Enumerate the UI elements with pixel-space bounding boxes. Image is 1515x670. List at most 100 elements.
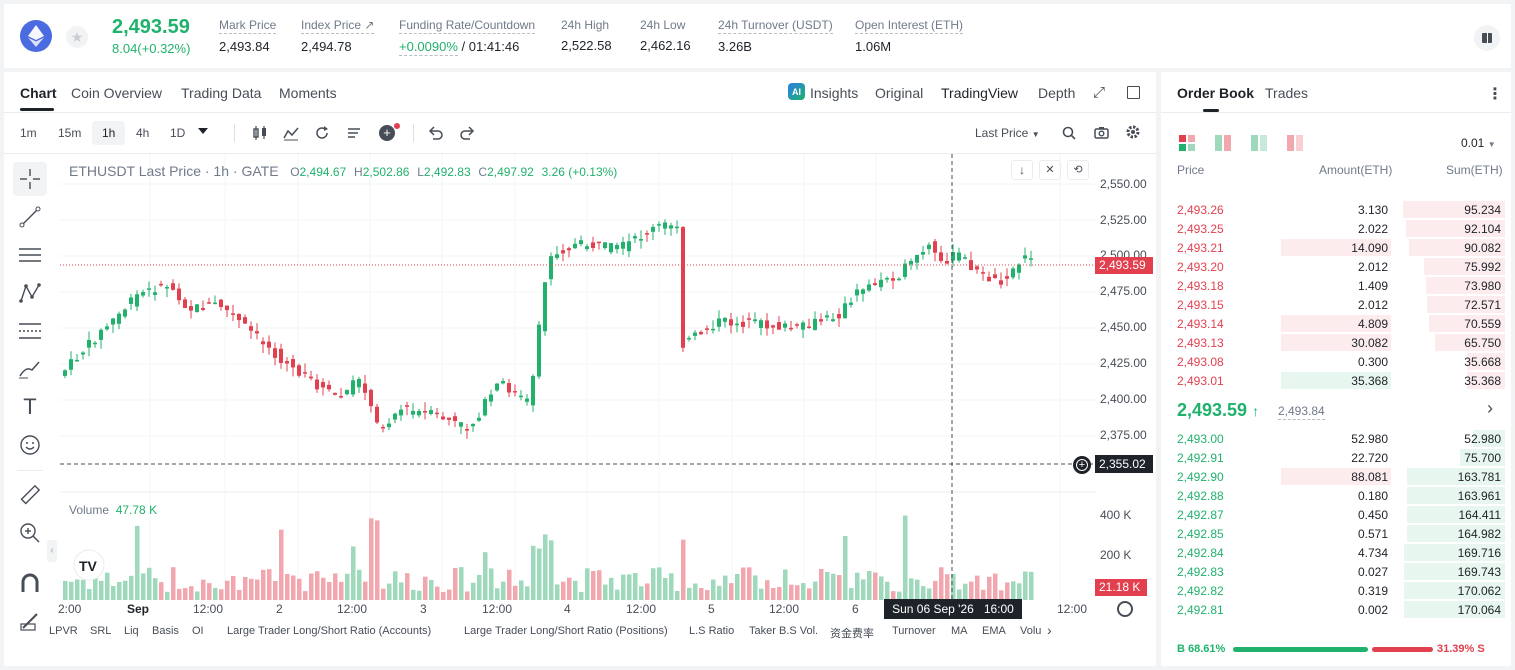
candle-type-icon[interactable] bbox=[252, 125, 268, 141]
bid-row[interactable]: 2,492.87 0.450 164.411 bbox=[1161, 505, 1511, 524]
bid-row[interactable]: 2,492.91 22.720 75.700 bbox=[1161, 448, 1511, 467]
indicator-tab[interactable]: LPVR bbox=[49, 625, 78, 637]
view-tradingview[interactable]: TradingView bbox=[941, 85, 1019, 101]
templates-icon[interactable] bbox=[346, 125, 362, 141]
ask-row[interactable]: 2,493.20 2.012 75.992 bbox=[1161, 257, 1511, 276]
bid-row[interactable]: 2,492.84 4.734 169.716 bbox=[1161, 543, 1511, 562]
ask-row[interactable]: 2,493.26 3.130 95.234 bbox=[1161, 200, 1511, 219]
ask-row[interactable]: 2,493.15 2.012 72.571 bbox=[1161, 295, 1511, 314]
layout-asks-icon[interactable] bbox=[1287, 135, 1303, 151]
stat-funding-rate[interactable]: Funding Rate/Countdown +0.0090% / 01:41:… bbox=[399, 18, 536, 56]
indicator-tab[interactable]: OI bbox=[192, 625, 204, 637]
price-source-select[interactable]: Last Price ▼ bbox=[975, 126, 1040, 140]
scroll-down-icon[interactable]: ↓ bbox=[1011, 160, 1033, 180]
emoji-tool-icon[interactable] bbox=[13, 428, 47, 462]
more-menu-icon[interactable]: ⋮ bbox=[1487, 86, 1503, 103]
ask-row[interactable]: 2,493.18 1.409 73.980 bbox=[1161, 276, 1511, 295]
volume-bar bbox=[993, 573, 998, 600]
timeframe-1h[interactable]: 1h bbox=[102, 126, 116, 140]
indicator-tab[interactable]: L.S Ratio bbox=[689, 625, 735, 637]
ask-row[interactable]: 2,493.14 4.809 70.559 bbox=[1161, 314, 1511, 333]
tab-coin-overview[interactable]: Coin Overview bbox=[71, 85, 163, 101]
indicator-tab[interactable]: 资金费率 bbox=[830, 628, 874, 640]
indicator-tab[interactable]: EMA bbox=[982, 625, 1006, 637]
indicator-tab[interactable]: MA bbox=[951, 625, 968, 637]
indicator-tab[interactable]: Turnover bbox=[892, 625, 936, 637]
pattern-tool-icon[interactable] bbox=[13, 276, 47, 310]
zoom-in-tool-icon[interactable] bbox=[13, 516, 47, 550]
ask-row[interactable]: 2,493.25 2.022 92.104 bbox=[1161, 219, 1511, 238]
crosshair-add-icon[interactable]: + bbox=[1073, 456, 1091, 474]
bid-row[interactable]: 2,493.00 52.980 52.980 bbox=[1161, 429, 1511, 448]
magnet-tool-icon[interactable] bbox=[13, 566, 47, 600]
layout-split-icon[interactable] bbox=[1215, 135, 1231, 151]
precision-select[interactable]: 0.01 ▼ bbox=[1461, 136, 1496, 150]
indicator-tab[interactable]: Volu bbox=[1020, 625, 1042, 637]
collapse-toolbar-handle[interactable]: ‹ bbox=[47, 540, 57, 562]
indicator-tab[interactable]: Large Trader Long/Short Ratio (Positions… bbox=[464, 625, 668, 637]
mid-price[interactable]: 2,493.59 ↑ bbox=[1177, 400, 1260, 420]
undo-icon[interactable] bbox=[428, 126, 443, 140]
ask-row[interactable]: 2,493.01 35.368 35.368 bbox=[1161, 371, 1511, 390]
tab-order-book[interactable]: Order Book bbox=[1177, 85, 1255, 101]
trend-line-tool-icon[interactable] bbox=[13, 200, 47, 234]
chart-settings-icon[interactable] bbox=[1117, 601, 1133, 617]
chevron-right-icon[interactable]: › bbox=[1047, 622, 1052, 638]
timeframe-dropdown-icon[interactable] bbox=[198, 128, 208, 134]
collapse-icon[interactable]: ✕ bbox=[1039, 160, 1061, 180]
ask-row[interactable]: 2,493.13 30.082 65.750 bbox=[1161, 333, 1511, 352]
tab-moments[interactable]: Moments bbox=[279, 85, 337, 101]
crosshair-tool-icon[interactable] bbox=[13, 162, 47, 196]
layout-bids-icon[interactable] bbox=[1251, 135, 1267, 151]
pencil-lock-tool-icon[interactable] bbox=[13, 604, 47, 638]
settings-gear-icon[interactable] bbox=[1126, 125, 1140, 139]
indicator-tab[interactable]: Large Trader Long/Short Ratio (Accounts) bbox=[227, 625, 432, 637]
indicator-tab[interactable]: Liq bbox=[124, 625, 139, 637]
add-indicator-icon[interactable]: + bbox=[379, 125, 395, 141]
tab-trading-data[interactable]: Trading Data bbox=[181, 85, 262, 101]
tab-chart[interactable]: Chart bbox=[20, 85, 57, 101]
volume-bar bbox=[657, 567, 662, 600]
redo-icon[interactable] bbox=[460, 126, 475, 140]
bid-row[interactable]: 2,492.88 0.180 163.961 bbox=[1161, 486, 1511, 505]
candlestick-chart[interactable]: TV bbox=[60, 154, 1096, 600]
window-icon[interactable] bbox=[1127, 86, 1140, 99]
refresh-icon[interactable] bbox=[314, 125, 330, 141]
bid-row[interactable]: 2,492.85 0.571 164.982 bbox=[1161, 524, 1511, 543]
brush-tool-icon[interactable] bbox=[13, 352, 47, 386]
ask-row[interactable]: 2,493.21 14.090 90.082 bbox=[1161, 238, 1511, 257]
expand-icon[interactable]: ⤢ bbox=[1093, 84, 1106, 101]
stat-mark-price[interactable]: Mark Price 2,493.84 bbox=[219, 18, 277, 54]
ask-row[interactable]: 2,493.08 0.300 35.668 bbox=[1161, 352, 1511, 371]
favorite-star-icon[interactable]: ★ bbox=[66, 26, 88, 48]
stat-index-price[interactable]: Index Price ↗ 2,494.78 bbox=[301, 18, 375, 54]
book-icon[interactable] bbox=[1474, 25, 1500, 51]
camera-icon[interactable] bbox=[1094, 126, 1109, 139]
timeframe-1m[interactable]: 1m bbox=[20, 126, 37, 140]
indicator-tab[interactable]: SRL bbox=[90, 625, 112, 637]
indicator-tab[interactable]: Taker B.S Vol. bbox=[749, 625, 819, 637]
text-tool-icon[interactable]: T bbox=[23, 394, 37, 419]
timeframe-1d[interactable]: 1D bbox=[170, 126, 186, 140]
layout-both-icon[interactable] bbox=[1179, 135, 1195, 151]
bid-row[interactable]: 2,492.82 0.319 170.062 bbox=[1161, 581, 1511, 600]
view-insights[interactable]: Insights bbox=[810, 85, 859, 101]
view-depth[interactable]: Depth bbox=[1038, 85, 1076, 101]
reset-view-icon[interactable]: ⟲ bbox=[1067, 160, 1089, 180]
ruler-tool-icon[interactable] bbox=[13, 478, 47, 512]
tab-trades[interactable]: Trades bbox=[1265, 85, 1309, 101]
timeframe-15m[interactable]: 15m bbox=[58, 126, 82, 140]
chevron-right-icon[interactable]: › bbox=[1487, 398, 1493, 418]
search-icon[interactable] bbox=[1062, 126, 1076, 140]
indicators-icon[interactable] bbox=[283, 125, 299, 141]
indicator-tab[interactable]: Basis bbox=[152, 625, 179, 637]
bid-row[interactable]: 2,492.81 0.002 170.064 bbox=[1161, 600, 1511, 619]
stat-open-interest[interactable]: Open Interest (ETH) 1.06M bbox=[855, 18, 964, 54]
timeframe-4h[interactable]: 4h bbox=[136, 126, 150, 140]
bid-row[interactable]: 2,492.90 88.081 163.781 bbox=[1161, 467, 1511, 486]
fibonacci-tool-icon[interactable] bbox=[13, 314, 47, 348]
view-original[interactable]: Original bbox=[875, 85, 924, 101]
horizontal-lines-tool-icon[interactable] bbox=[13, 238, 47, 272]
bid-row[interactable]: 2,492.83 0.027 169.743 bbox=[1161, 562, 1511, 581]
stat-24h-turnover[interactable]: 24h Turnover (USDT) 3.26B bbox=[718, 18, 833, 54]
